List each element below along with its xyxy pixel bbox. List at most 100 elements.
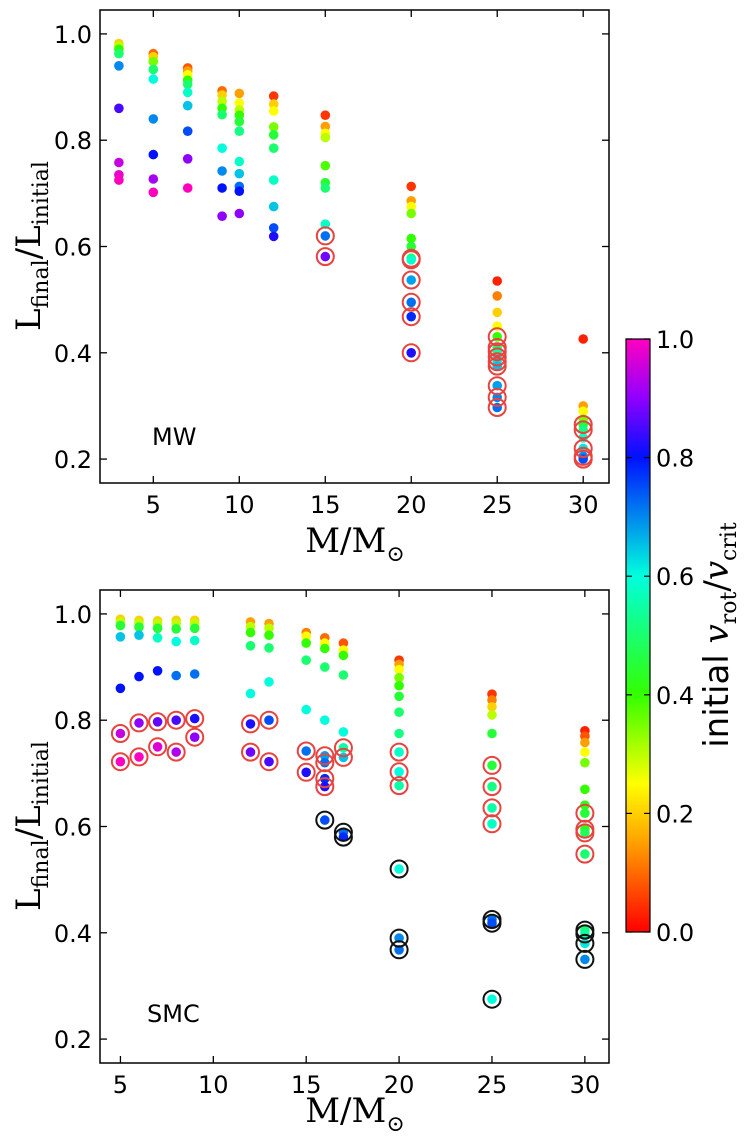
- data-point: [492, 276, 503, 286]
- highlight-ring: [482, 814, 502, 834]
- data-point: [406, 201, 417, 212]
- x-tick-label: 10: [224, 491, 255, 519]
- data-point: [189, 669, 200, 679]
- highlight-ring: [166, 710, 186, 730]
- highlight-ring: [401, 307, 421, 327]
- data-point: [115, 683, 126, 694]
- data-point: [245, 688, 256, 699]
- data-point: [406, 275, 417, 285]
- highlight-ring: [575, 949, 595, 969]
- data-point: [114, 175, 124, 185]
- highlight-ring: [482, 913, 502, 933]
- data-point: [264, 630, 274, 640]
- x-tick-label: 30: [570, 1071, 601, 1099]
- data-point: [171, 624, 181, 634]
- highlight-ring: [333, 747, 353, 767]
- data-point: [171, 715, 181, 725]
- data-point: [152, 742, 163, 752]
- data-point: [301, 767, 312, 778]
- colorbar: 0.0 0.2 0.4 0.6 0.8 1.0 initial vrot/vcrit: [625, 326, 742, 947]
- data-point: [338, 638, 349, 648]
- highlight-ring: [487, 398, 507, 417]
- data-point: [114, 61, 124, 71]
- data-point: [320, 219, 331, 229]
- data-point: [152, 633, 163, 643]
- colorbar-tick-label: 0.8: [656, 445, 694, 473]
- highlight-ring: [389, 859, 409, 879]
- data-point: [245, 719, 256, 729]
- highlight-ring: [573, 420, 593, 440]
- data-point: [264, 643, 274, 653]
- data-point: [394, 945, 404, 955]
- data-point: [320, 251, 331, 262]
- data-point: [134, 622, 144, 632]
- y-tick-label: 0.6: [54, 814, 92, 842]
- data-point: [580, 808, 590, 818]
- data-point: [580, 747, 590, 757]
- x-tick-label: 10: [198, 1071, 229, 1099]
- x-tick-label: 5: [113, 1071, 128, 1099]
- data-point: [487, 781, 497, 792]
- highlight-ring: [401, 292, 421, 312]
- data-point: [148, 149, 159, 160]
- data-point: [114, 157, 124, 168]
- colorbar-tick-label: 0.2: [656, 800, 694, 828]
- data-point: [487, 710, 497, 720]
- data-point: [487, 819, 497, 829]
- xlabel-mw: M/M⊙: [305, 521, 405, 567]
- highlight-ring: [575, 823, 595, 843]
- x-tick-label: 15: [291, 1071, 322, 1099]
- data-point: [234, 168, 245, 179]
- data-point: [115, 632, 126, 642]
- highlight-ring: [148, 737, 168, 757]
- highlight-ring: [487, 327, 507, 347]
- highlight-ring: [573, 415, 593, 434]
- data-point: [394, 780, 404, 791]
- data-point: [338, 752, 349, 763]
- data-point: [182, 87, 193, 98]
- data-point: [245, 627, 256, 638]
- y-tick-label: 0.4: [54, 920, 92, 948]
- panel-mw: 5 10 15 20 25 30 0.2 0.4 0.6 0.8 1.0 MW M/M⊙ Lfina…: [9, 9, 610, 567]
- data-point: [406, 181, 417, 192]
- data-point: [492, 380, 503, 391]
- data-point: [394, 680, 404, 691]
- data-point: [182, 183, 193, 193]
- highlight-ring: [296, 741, 316, 761]
- data-point: [406, 254, 417, 265]
- data-point: [320, 815, 330, 825]
- data-point: [189, 635, 200, 646]
- data-point: [487, 803, 497, 813]
- data-point: [406, 241, 417, 252]
- data-point: [182, 79, 193, 90]
- data-point: [171, 636, 181, 647]
- data-point: [487, 695, 497, 705]
- data-point: [487, 728, 497, 739]
- colorbar-label: initial vrot/vcrit: [697, 522, 742, 748]
- data-point: [487, 702, 497, 712]
- points-mw: [114, 38, 593, 469]
- highlight-ring: [487, 352, 507, 372]
- data-point: [245, 747, 256, 757]
- colorbar-tick-label: 0.6: [656, 563, 694, 591]
- data-point: [580, 757, 590, 768]
- data-point: [580, 737, 590, 748]
- highlight-ring: [482, 989, 502, 1009]
- data-point: [115, 728, 126, 739]
- highlight-ring: [315, 777, 335, 797]
- highlight-ring: [487, 387, 507, 407]
- data-point: [148, 64, 159, 75]
- data-point: [268, 106, 279, 116]
- data-point: [234, 208, 245, 219]
- data-point: [394, 664, 404, 675]
- data-point: [134, 630, 144, 640]
- data-point: [114, 103, 124, 114]
- colorbar-tick-label: 0.0: [656, 919, 694, 947]
- data-point: [580, 954, 590, 965]
- x-tick-label: 20: [396, 491, 427, 519]
- data-point: [234, 116, 245, 127]
- highlight-ring: [315, 247, 335, 267]
- data-point: [580, 784, 590, 795]
- data-point: [182, 154, 193, 164]
